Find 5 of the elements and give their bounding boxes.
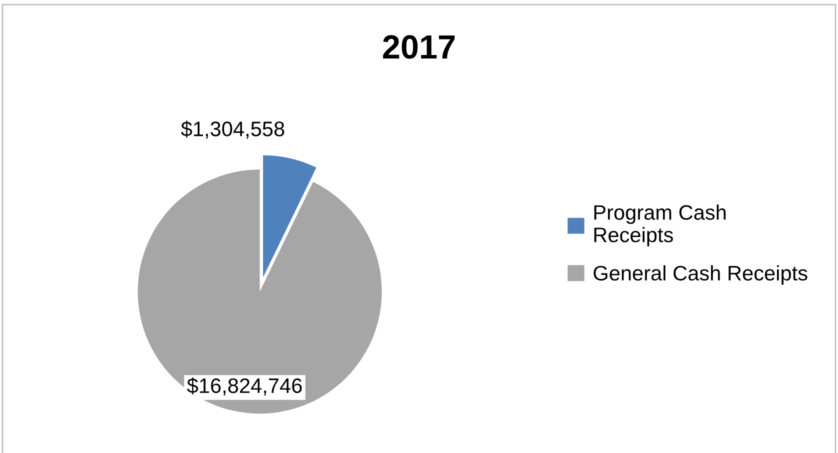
legend-label: General Cash Receipts <box>594 265 808 285</box>
chart-title: 2017 <box>383 35 455 59</box>
data-label: $1,304,558 <box>181 120 284 139</box>
data-label: $16,824,746 <box>187 377 302 396</box>
legend-label: Program Cash Receipts <box>594 204 726 246</box>
